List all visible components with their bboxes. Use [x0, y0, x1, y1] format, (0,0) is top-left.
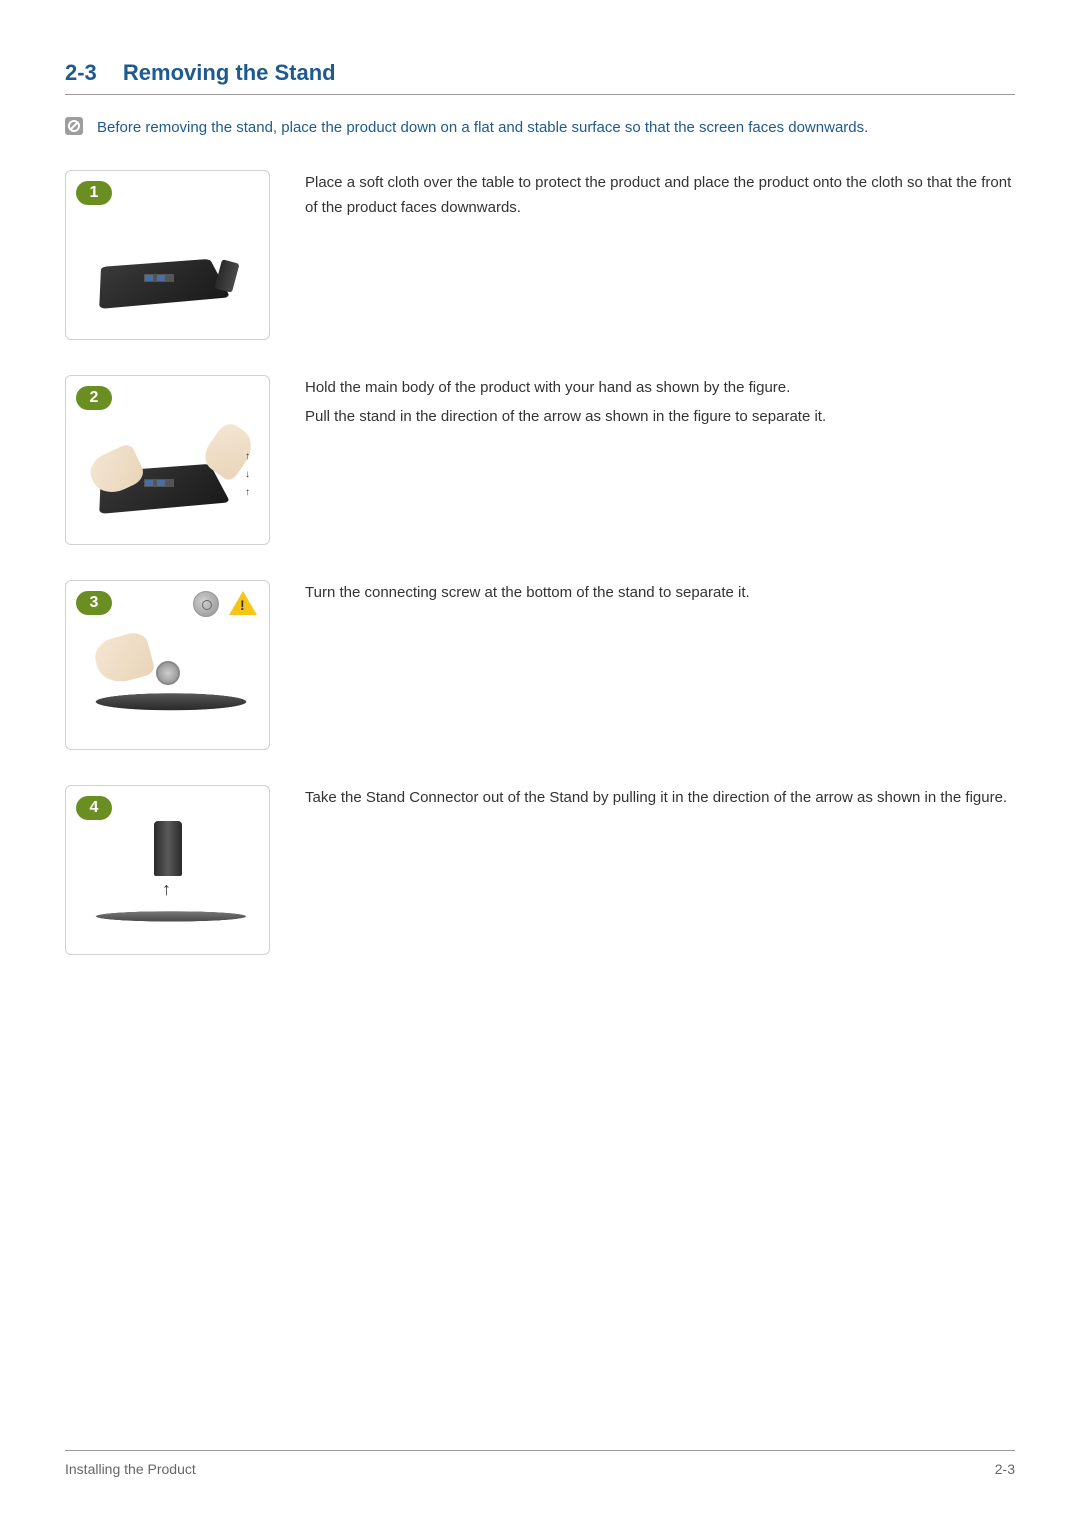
- step-3-figure: 3: [65, 580, 270, 750]
- step-4-figure: 4 ↑: [65, 785, 270, 955]
- page-footer: Installing the Product 2-3: [65, 1450, 1015, 1477]
- connector-illustration: [154, 821, 182, 876]
- footer-right: 2-3: [995, 1461, 1015, 1477]
- step-4-text: Take the Stand Connector out of the Stan…: [305, 785, 1007, 955]
- section-number: 2-3: [65, 60, 97, 85]
- step-4-line-1: Take the Stand Connector out of the Stan…: [305, 785, 1007, 811]
- section-heading: 2-3 Removing the Stand: [65, 60, 1015, 95]
- screw-illustration: [156, 661, 180, 685]
- note-text: Before removing the stand, place the pro…: [97, 117, 868, 140]
- monitor-illustration: [96, 226, 241, 321]
- step-3-text: Turn the connecting screw at the bottom …: [305, 580, 750, 750]
- step-badge: 4: [76, 796, 112, 820]
- up-arrow-icon: ↑: [162, 879, 171, 900]
- step-1-line-1: Place a soft cloth over the table to pro…: [305, 170, 1015, 221]
- note-row: Before removing the stand, place the pro…: [65, 117, 1015, 140]
- note-icon: [65, 117, 83, 135]
- step-badge: 3: [76, 591, 112, 615]
- step-1-text: Place a soft cloth over the table to pro…: [305, 170, 1015, 340]
- step-2-line-1: Hold the main body of the product with y…: [305, 375, 826, 401]
- step-2-line-2: Pull the stand in the direction of the a…: [305, 404, 826, 430]
- step-3: 3 Turn the connecting screw at the botto…: [65, 580, 1015, 750]
- step-1: 1 Place a soft cloth over the table to p…: [65, 170, 1015, 340]
- step-1-figure: 1: [65, 170, 270, 340]
- step-badge: 1: [76, 181, 112, 205]
- stand-base-illustration: [89, 693, 254, 710]
- step-4: 4 ↑ Take the Stand Connector out of the …: [65, 785, 1015, 955]
- caution-icon: [229, 591, 257, 615]
- screw-detail-icon: [193, 591, 219, 617]
- footer-left: Installing the Product: [65, 1461, 196, 1477]
- pull-arrow-icon: [245, 446, 261, 476]
- step-badge: 2: [76, 386, 112, 410]
- step-2-text: Hold the main body of the product with y…: [305, 375, 826, 545]
- section-title-text: Removing the Stand: [123, 60, 336, 85]
- step-3-line-1: Turn the connecting screw at the bottom …: [305, 580, 750, 606]
- hand-illustration: [91, 629, 156, 687]
- base-illustration: [90, 911, 251, 921]
- step-2: 2 Hold the main body of the product with…: [65, 375, 1015, 545]
- step-2-figure: 2: [65, 375, 270, 545]
